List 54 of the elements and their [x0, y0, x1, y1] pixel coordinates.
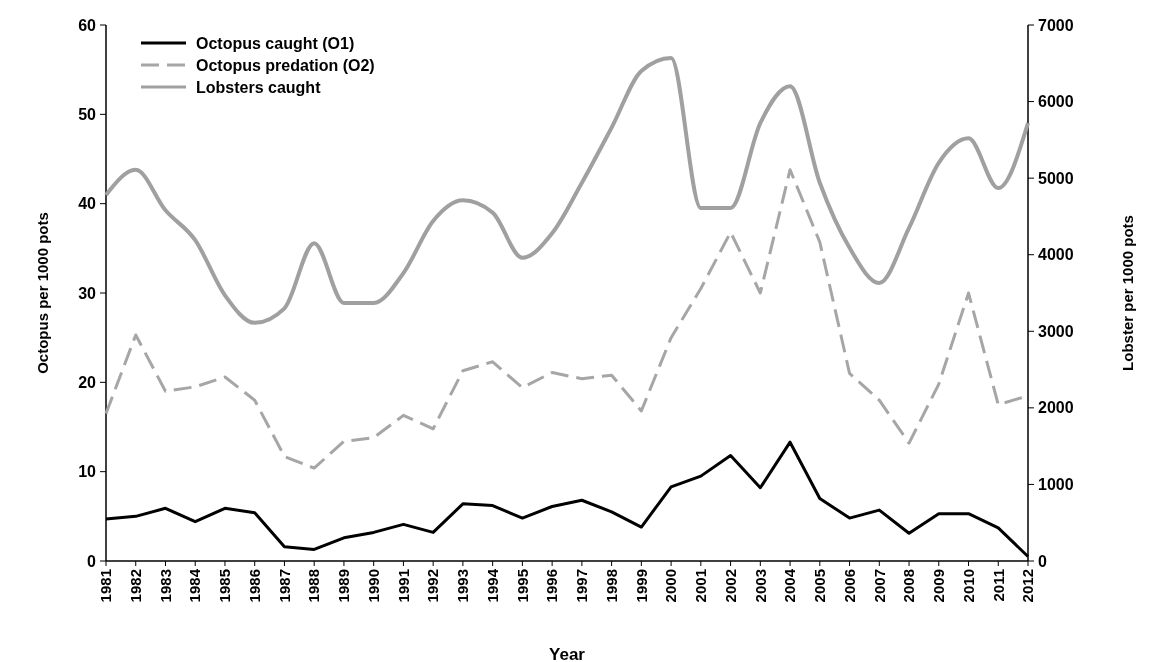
y-tick-label: 50 [78, 105, 97, 123]
x-tick-label: 1989 [335, 569, 353, 603]
x-tick-label: 1997 [573, 569, 591, 603]
legend-label: Lobsters caught [196, 78, 322, 96]
x-tick-label: 1991 [394, 569, 412, 603]
y2-tick-label: 2000 [1038, 399, 1074, 417]
x-tick-label: 1986 [245, 569, 263, 603]
y-tick-label: 0 [87, 552, 97, 570]
line-series [104, 55, 1030, 325]
x-tick-label: 1985 [216, 569, 234, 603]
x-tick-label: 1990 [364, 569, 382, 603]
x-tick-label: 1988 [305, 569, 323, 603]
y2-tick-label: 1000 [1038, 476, 1074, 494]
x-tick-label: 2008 [900, 569, 918, 603]
x-tick-label: 1987 [275, 569, 293, 603]
y2-tick-label: 6000 [1038, 93, 1074, 111]
x-tick-label: 1981 [97, 569, 115, 603]
y2-tick-label: 5000 [1038, 169, 1074, 187]
x-tick-label: 1982 [126, 569, 144, 603]
y2-tick-label: 3000 [1038, 322, 1074, 340]
x-tick-label: 1992 [424, 569, 442, 603]
x-tick-label: 2006 [840, 569, 858, 603]
x-tick-label: 1984 [186, 568, 204, 603]
x-tick-label: 2011 [989, 569, 1007, 602]
x-tick-label: 1999 [632, 569, 650, 603]
x-tick-label: 2007 [870, 569, 888, 603]
legend-label: Octopus predation (O2) [196, 56, 375, 74]
x-tick-label: 1994 [483, 568, 501, 603]
legend-label: Octopus caught (O1) [196, 34, 355, 52]
x-tick-label: 1983 [156, 569, 174, 603]
x-tick-label: 2002 [721, 569, 739, 603]
x-tick-label: 2001 [692, 569, 710, 603]
x-tick-label: 2003 [751, 569, 769, 603]
x-tick-label: 1995 [513, 569, 531, 603]
y2-axis-title: Lobster per 1000 pots [1119, 215, 1136, 371]
x-tick-label: 2004 [781, 568, 799, 603]
y-axis-title: Octopus per 1000 pots [34, 212, 51, 374]
x-tick-label: 1996 [543, 569, 561, 603]
x-tick-label: 1993 [454, 569, 472, 603]
x-tick-label: 1998 [602, 569, 620, 603]
x-tick-label: 2005 [811, 569, 829, 603]
x-tick-label: 2010 [959, 569, 977, 603]
y2-tick-label: 4000 [1038, 246, 1074, 264]
x-axis-title: Year [549, 645, 586, 662]
y-tick-label: 60 [78, 16, 97, 34]
x-tick-label: 2009 [930, 569, 948, 603]
y-tick-label: 40 [78, 195, 97, 213]
x-tick-label: 2000 [662, 569, 680, 603]
y-tick-label: 20 [78, 373, 97, 391]
y-tick-label: 30 [78, 284, 97, 302]
y2-tick-label: 0 [1038, 552, 1047, 570]
x-tick-label: 2012 [1019, 569, 1037, 603]
y-tick-label: 10 [78, 463, 97, 481]
y2-tick-label: 7000 [1038, 16, 1074, 34]
